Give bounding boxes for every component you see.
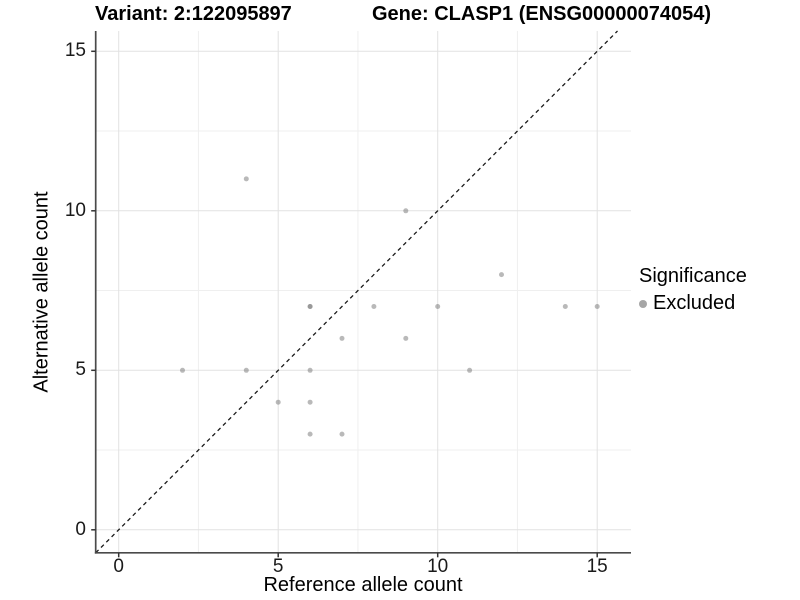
variant-title: Variant: 2:122095897 (95, 3, 292, 25)
legend-item-excluded: Excluded (639, 292, 747, 315)
data-point (307, 304, 313, 309)
data-point (307, 399, 313, 405)
data-point (243, 367, 249, 373)
data-point (371, 304, 377, 309)
x-tick-label-15: 15 (586, 556, 608, 577)
legend-item-label: Excluded (653, 292, 736, 314)
data-point (339, 431, 345, 437)
gene-title: Gene: CLASP1 (ENSG00000074054) (372, 3, 712, 25)
data-point (562, 304, 568, 309)
data-point (180, 367, 185, 373)
data-point (594, 304, 600, 309)
legend-point-marker-icon (639, 299, 647, 308)
legend: Significance Excluded (639, 265, 747, 315)
y-tick-label-15: 15 (64, 40, 86, 62)
y-tick-label-5: 5 (75, 359, 86, 381)
x-tick-label-10: 10 (427, 556, 449, 577)
data-point (499, 272, 504, 278)
data-point (307, 431, 313, 437)
y-tick-label-10: 10 (64, 199, 86, 221)
x-tick-label-5: 5 (272, 556, 284, 577)
y-axis-title: Alternative allele count (30, 191, 53, 393)
data-point (307, 367, 313, 373)
data-point (403, 335, 409, 341)
data-point (467, 367, 473, 373)
x-axis-title: Reference allele count (263, 574, 463, 596)
x-tick-label-0: 0 (113, 556, 124, 577)
data-point (403, 208, 409, 214)
data-point (435, 304, 441, 309)
data-point (275, 399, 281, 405)
legend-title: Significance (639, 265, 747, 287)
data-point (243, 176, 249, 182)
y-tick-label-0: 0 (75, 518, 86, 540)
data-point (339, 335, 345, 341)
identity-line (95, 30, 618, 554)
